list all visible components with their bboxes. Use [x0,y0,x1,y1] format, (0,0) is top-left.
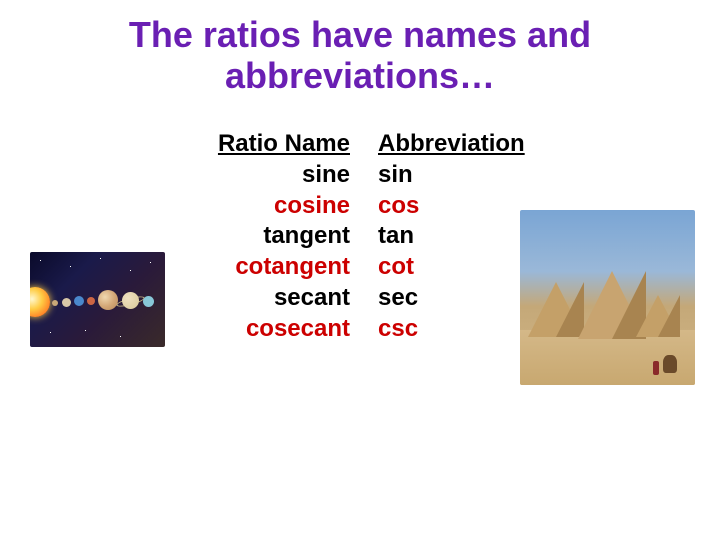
ratio-name-column: Ratio Name sine cosine tangent cotangent… [170,130,350,344]
abbreviation-column: Abbreviation sin cos tan cot sec csc [378,130,538,344]
title-line-2: abbreviations… [225,55,495,96]
abbreviation-row: csc [378,314,538,345]
slide-title: The ratios have names and abbreviations… [0,0,720,97]
pyramids-image [520,210,695,385]
ratio-name-header: Ratio Name [170,130,350,158]
abbreviation-row: sec [378,283,538,314]
abbreviation-row: cos [378,191,538,222]
ratio-name-row: cosecant [170,314,350,345]
abbreviation-row: sin [378,160,538,191]
abbreviation-row: tan [378,221,538,252]
ratio-name-row: tangent [170,221,350,252]
ratio-name-row: cotangent [170,252,350,283]
ratio-name-row: cosine [170,191,350,222]
title-line-1: The ratios have names and [129,14,591,55]
abbreviation-row: cot [378,252,538,283]
planets-image [30,252,165,347]
abbreviation-header: Abbreviation [378,130,538,158]
ratio-name-row: secant [170,283,350,314]
ratio-name-row: sine [170,160,350,191]
sun-icon [30,287,50,317]
